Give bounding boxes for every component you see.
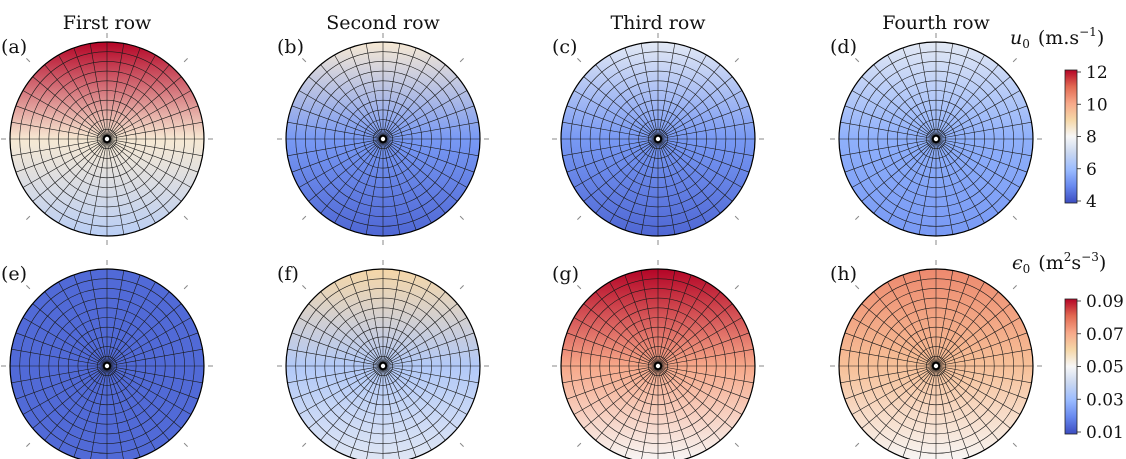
panel-label-c: (c) xyxy=(552,36,577,58)
panel-g: (g) xyxy=(552,260,764,459)
colorbar-u0-tick: 12 xyxy=(1086,63,1108,83)
panel-border xyxy=(560,268,756,459)
colorbar-u0-tick: 10 xyxy=(1086,95,1108,115)
panel-ticks xyxy=(552,33,764,245)
panel-d: (d) xyxy=(830,33,1042,245)
column-title-second: Second row xyxy=(326,12,440,34)
colorbar-eps0: ϵ0 (m2s−3) 0.09 0.07 0.05 0.03 0.01 xyxy=(1012,250,1124,443)
panel-ticks xyxy=(552,260,764,447)
colorbar-eps0-tick: 0.03 xyxy=(1086,390,1124,410)
colorbar-eps0-gradient xyxy=(1064,298,1078,435)
panel-b: (b) xyxy=(277,33,489,245)
polar-grid xyxy=(9,268,205,459)
panel-border xyxy=(285,268,481,459)
colorbar-u0-tick: 6 xyxy=(1086,160,1097,180)
colorbar-u0-tick: 8 xyxy=(1086,128,1097,148)
colorbar-eps0-tick: 0.07 xyxy=(1086,325,1124,345)
panel-label-h: (h) xyxy=(830,263,857,285)
panel-ticks xyxy=(1,260,213,447)
panel-c: (c) xyxy=(552,33,764,245)
polar-grid xyxy=(560,268,756,459)
panel-label-b: (b) xyxy=(277,36,304,58)
panel-label-d: (d) xyxy=(830,36,857,58)
panel-h: (h) xyxy=(830,260,1042,459)
panels-group: (a) (b) (c) (d) (e) (f) (g) (h) xyxy=(1,33,1042,459)
column-title-fourth: Fourth row xyxy=(882,12,990,34)
panel-ticks xyxy=(830,33,1042,245)
panel-ticks xyxy=(277,260,489,447)
panel-border xyxy=(9,41,205,237)
colorbar-eps0-tick: 0.09 xyxy=(1086,292,1124,312)
column-title-third: Third row xyxy=(610,12,706,34)
panel-border xyxy=(560,41,756,237)
colorbar-u0: u0 (m.s−1) 12 10 8 6 4 xyxy=(1010,25,1108,212)
panel-border xyxy=(285,41,481,237)
panel-label-f: (f) xyxy=(277,263,299,285)
colorbar-u0-gradient xyxy=(1064,69,1078,204)
panel-ticks xyxy=(1,33,213,245)
panel-ticks xyxy=(277,33,489,245)
polar-grid xyxy=(838,41,1034,237)
colorbar-eps0-tick: 0.05 xyxy=(1086,358,1124,378)
panel-border xyxy=(838,41,1034,237)
colorbar-u0-label: u0 (m.s−1) xyxy=(1010,25,1104,51)
panel-label-g: (g) xyxy=(552,263,579,285)
panel-f: (f) xyxy=(277,260,489,459)
panel-border xyxy=(838,268,1034,459)
panel-label-a: (a) xyxy=(1,36,27,58)
colorbar-eps0-label: ϵ0 (m2s−3) xyxy=(1012,250,1106,276)
colorbar-u0-tick: 4 xyxy=(1086,192,1097,212)
panel-e: (e) xyxy=(1,260,213,459)
panel-ticks xyxy=(830,260,1042,447)
panel-a: (a) xyxy=(1,33,213,245)
column-title-first: First row xyxy=(63,12,152,34)
panel-label-e: (e) xyxy=(1,263,27,285)
panel-border xyxy=(9,268,205,459)
colorbar-eps0-tick: 0.01 xyxy=(1086,423,1124,443)
